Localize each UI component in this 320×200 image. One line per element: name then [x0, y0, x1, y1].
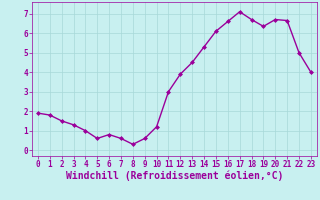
X-axis label: Windchill (Refroidissement éolien,°C): Windchill (Refroidissement éolien,°C)	[66, 171, 283, 181]
